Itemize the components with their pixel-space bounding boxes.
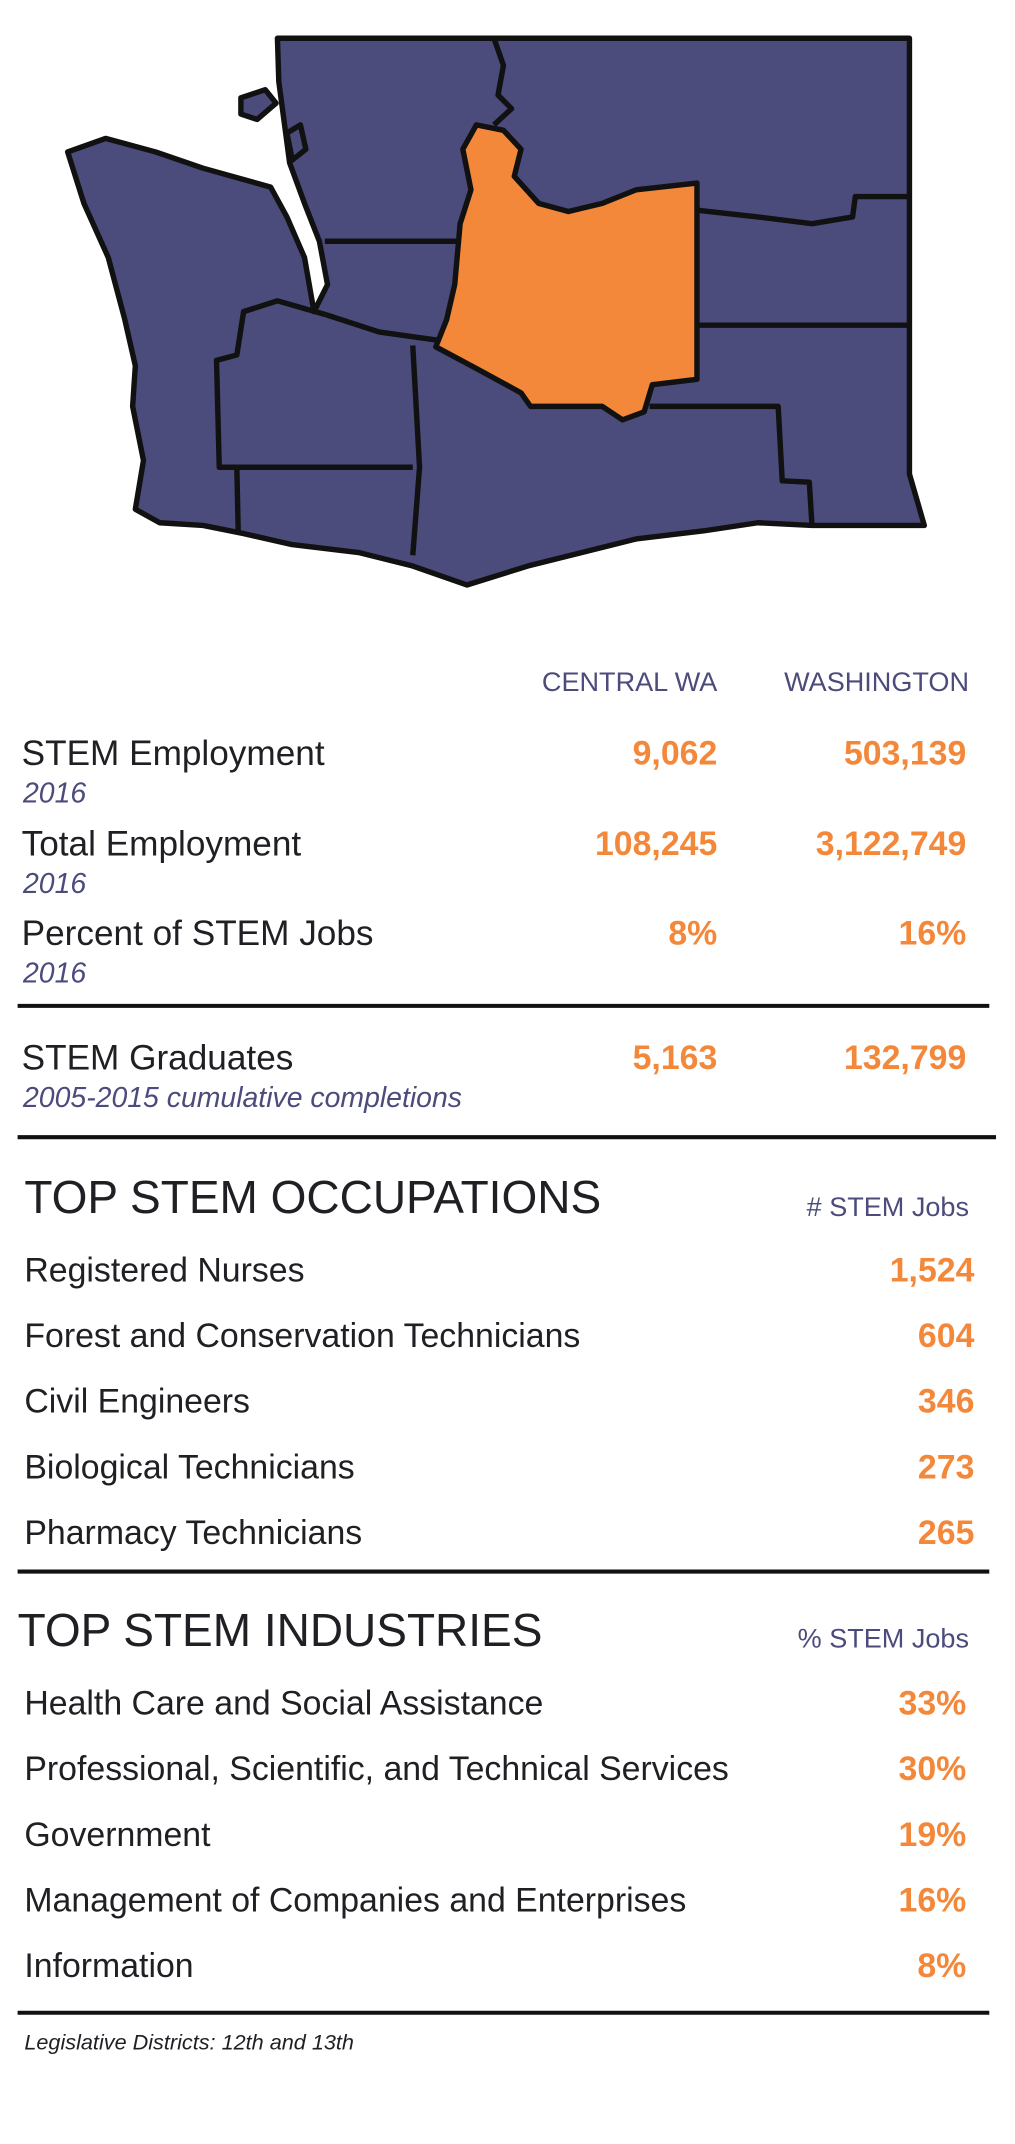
stat-value: 5,163 bbox=[633, 1039, 718, 1077]
stat-label: Percent of STEM Jobs bbox=[22, 914, 374, 953]
stat-value: 108,245 bbox=[595, 825, 717, 863]
item-label: Professional, Scientific, and Technical … bbox=[24, 1750, 728, 1788]
column-header: % STEM Jobs bbox=[798, 1624, 969, 1654]
item-value: 265 bbox=[918, 1514, 974, 1552]
column-header: # STEM Jobs bbox=[807, 1192, 969, 1222]
island bbox=[238, 86, 279, 123]
county-line bbox=[649, 403, 815, 526]
item-label: Biological Technicians bbox=[24, 1448, 354, 1486]
item-label: Civil Engineers bbox=[24, 1383, 250, 1421]
stat-note: 2016 bbox=[22, 777, 86, 809]
item-value: 604 bbox=[918, 1317, 975, 1355]
item-label: Health Care and Social Assistance bbox=[24, 1685, 543, 1723]
item-value: 16% bbox=[899, 1881, 967, 1919]
stat-value: 503,139 bbox=[844, 734, 966, 772]
stat-value: 9,062 bbox=[633, 734, 718, 772]
island bbox=[284, 122, 309, 163]
item-value: 1,524 bbox=[890, 1251, 975, 1289]
item-value: 19% bbox=[899, 1816, 967, 1854]
item-value: 30% bbox=[899, 1750, 967, 1788]
county-line bbox=[410, 345, 423, 556]
washington-map bbox=[64, 35, 928, 588]
footnote: Legislative Districts: 12th and 13th bbox=[24, 2030, 354, 2055]
item-label: Information bbox=[24, 1947, 193, 1985]
stat-note: 2016 bbox=[22, 868, 86, 900]
item-value: 273 bbox=[918, 1448, 974, 1486]
item-label: Management of Companies and Enterprises bbox=[24, 1881, 686, 1919]
county-line bbox=[491, 37, 515, 127]
item-label: Forest and Conservation Technicians bbox=[24, 1317, 580, 1355]
stat-value: 3,122,749 bbox=[816, 825, 967, 863]
item-value: 33% bbox=[899, 1685, 967, 1723]
central-wa-region bbox=[433, 122, 700, 423]
column-header: WASHINGTON bbox=[784, 667, 969, 697]
stat-note: 2016 bbox=[22, 957, 86, 989]
item-label: Registered Nurses bbox=[24, 1251, 304, 1289]
stat-value: 16% bbox=[899, 914, 967, 952]
stat-label: STEM Graduates bbox=[22, 1038, 294, 1077]
county-line bbox=[696, 193, 910, 227]
section-title: TOP STEM OCCUPATIONS bbox=[24, 1171, 601, 1223]
item-label: Pharmacy Technicians bbox=[24, 1514, 362, 1552]
stat-value: 132,799 bbox=[844, 1039, 966, 1077]
item-value: 8% bbox=[917, 1947, 966, 1985]
section-title: TOP STEM INDUSTRIES bbox=[18, 1604, 543, 1656]
county-line bbox=[213, 298, 326, 531]
stat-value: 8% bbox=[668, 914, 717, 952]
stat-label: Total Employment bbox=[22, 824, 302, 863]
stat-label: STEM Employment bbox=[22, 734, 325, 773]
stat-note: 2005-2015 cumulative completions bbox=[22, 1082, 462, 1114]
county-line bbox=[323, 311, 447, 345]
column-header: CENTRAL WA bbox=[542, 667, 717, 697]
item-label: Government bbox=[24, 1816, 211, 1854]
item-value: 346 bbox=[918, 1383, 974, 1421]
